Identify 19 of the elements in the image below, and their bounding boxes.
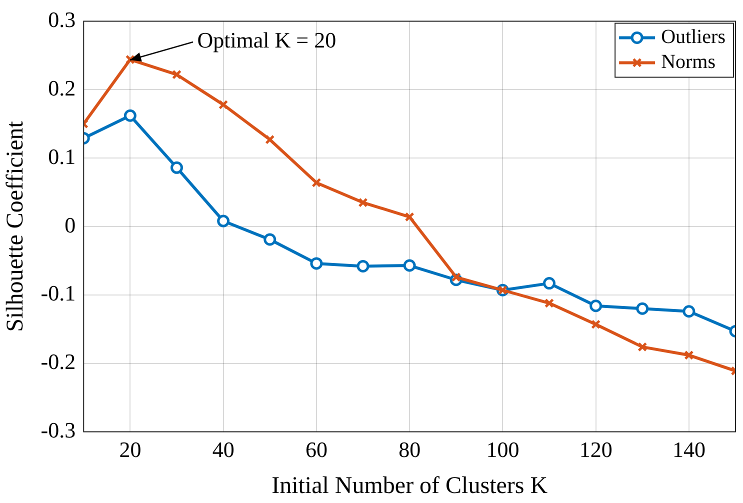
y-tick-label: 0: [64, 212, 76, 238]
x-tick-label: 80: [398, 436, 421, 462]
x-tick-label: 40: [212, 436, 234, 462]
x-tick-label: 140: [672, 436, 706, 462]
annotation: Optimal K = 20: [197, 27, 336, 52]
legend-label: Outliers: [661, 26, 726, 48]
y-tick-label: 0.1: [48, 144, 76, 169]
y-tick-label: -0.3: [40, 418, 76, 443]
y-tick-label: 0.3: [48, 6, 76, 32]
y-axis-title: Silhouette Coefficient: [2, 120, 29, 332]
y-tick-label: 0.2: [48, 75, 76, 100]
x-axis-title: Initial Number of Clusters K: [272, 472, 548, 499]
x-tick-label: 60: [305, 436, 328, 462]
x-tick-label: 120: [579, 436, 612, 462]
y-tick-label: -0.1: [40, 280, 76, 306]
x-tick-label: 20: [119, 436, 142, 462]
x-tick-label: 100: [486, 436, 520, 462]
legend-label: Norms: [661, 50, 716, 73]
y-tick-label: -0.2: [40, 349, 76, 374]
